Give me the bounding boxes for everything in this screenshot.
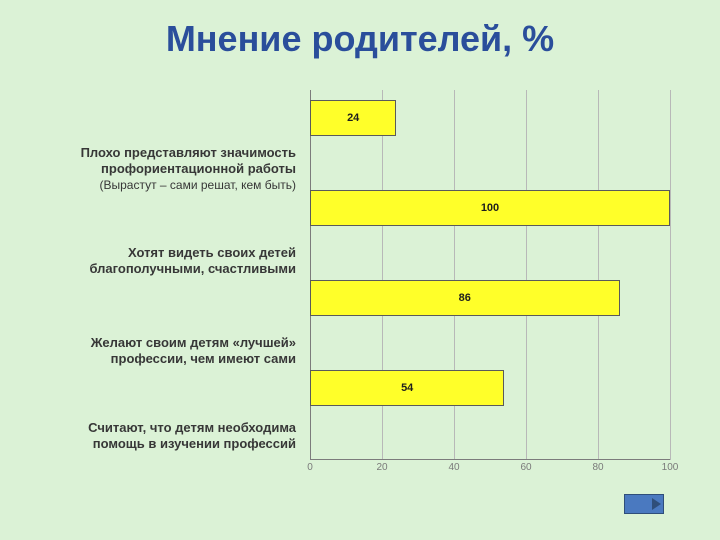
bar-value: 24 [347, 112, 359, 124]
xtick-label: 100 [662, 462, 679, 473]
bar: 100 [310, 190, 670, 226]
xtick-label: 60 [520, 462, 531, 473]
bar: 86 [310, 280, 620, 316]
category-label: Желают своим детям «лучшей» профессии, ч… [50, 335, 296, 368]
category-label: Хотят видеть своих детей благополучными,… [50, 245, 296, 278]
category-row: Желают своим детям «лучшей» профессии, ч… [50, 335, 670, 368]
category-row: Считают, что детям необходима помощь в и… [50, 420, 670, 453]
parents-opinion-chart: 0 20 40 60 80 100 24 100 86 54 Плохо пре… [50, 90, 670, 480]
category-label: Плохо представляют значимость профориент… [50, 145, 296, 178]
category-label: Считают, что детям необходима помощь в и… [50, 420, 296, 453]
xtick-label: 0 [307, 462, 313, 473]
x-axis-line [310, 459, 670, 460]
xtick-label: 40 [448, 462, 459, 473]
bar-value: 100 [481, 202, 499, 214]
page-title: Мнение родителей, % [0, 0, 720, 60]
bar-value: 54 [401, 382, 413, 394]
bar-container: 24 [310, 100, 670, 136]
bar-container: 54 [310, 370, 670, 406]
bar-container: 100 [310, 190, 670, 226]
next-arrow-button[interactable] [624, 494, 664, 514]
category-row: Хотят видеть своих детей благополучными,… [50, 245, 670, 278]
category-sublabel: (Вырастут – сами решат, кем быть) [50, 178, 296, 193]
bar-container: 86 [310, 280, 670, 316]
bar: 24 [310, 100, 396, 136]
xtick-label: 20 [376, 462, 387, 473]
xtick-label: 80 [592, 462, 603, 473]
category-row: Плохо представляют значимость профориент… [50, 145, 670, 193]
bar-value: 86 [459, 292, 471, 304]
bar: 54 [310, 370, 504, 406]
